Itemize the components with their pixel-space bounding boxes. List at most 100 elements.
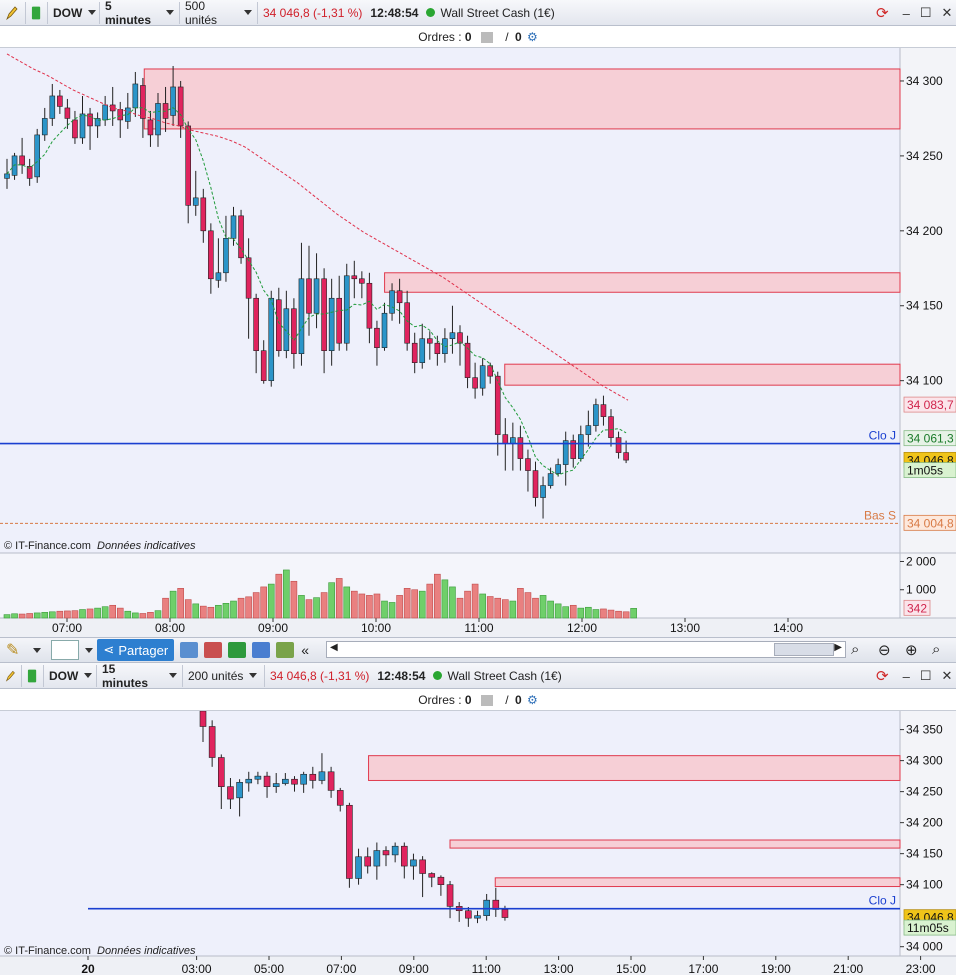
volume-bar xyxy=(328,582,335,619)
bullish-candle xyxy=(236,782,243,799)
bullish-candle xyxy=(34,134,41,178)
volume-bar xyxy=(64,610,71,619)
drawing-tool-icon[interactable]: ✎ xyxy=(6,642,20,659)
time-scrollbar[interactable]: ◀ ▶ xyxy=(326,641,846,658)
quote-display: 34 046,8 (-1,31 %) 12:48:54 Wall Street … xyxy=(258,2,560,24)
minimize-icon[interactable]: – xyxy=(902,5,910,21)
bearish-candle xyxy=(615,437,622,453)
bearish-candle xyxy=(147,119,154,136)
bearish-candle xyxy=(253,297,259,352)
units-selector[interactable]: 500 unités xyxy=(180,0,258,27)
x-tick-label: 23:00 xyxy=(906,962,936,975)
units-selector[interactable]: 200 unités xyxy=(183,664,265,687)
backtest-icon[interactable] xyxy=(276,642,295,658)
volume-bar xyxy=(275,573,283,619)
scroll-thumb[interactable] xyxy=(774,643,834,656)
timeframe-selector[interactable]: 5 minutes xyxy=(100,0,180,27)
timeframe-label: 15 minutes xyxy=(102,661,149,690)
top-price-chart: 34 300 34 250 34 200 34 150 34 100 Clo J Bas S… xyxy=(0,48,956,637)
minimize-icon[interactable]: – xyxy=(902,668,910,684)
volume-bar xyxy=(305,599,313,619)
pencil-tool-button[interactable] xyxy=(0,664,22,687)
x-tick-label: 14:00 xyxy=(773,621,803,635)
volume-bar xyxy=(607,609,615,619)
volume-bar xyxy=(237,597,245,619)
quote-time: 12:48:54 xyxy=(370,5,419,20)
alert-tool-button[interactable] xyxy=(22,664,44,687)
close-icon[interactable]: ✕ xyxy=(941,668,953,683)
symbol-selector[interactable]: DOW xyxy=(48,1,100,24)
volume-bar xyxy=(622,611,630,619)
bearish-candle xyxy=(419,859,426,874)
gear-icon[interactable]: ⚙ xyxy=(527,693,538,707)
copyright: © IT-Finance.com xyxy=(4,540,91,552)
price-badge-box xyxy=(903,396,956,413)
scroll-right-icon[interactable]: ▶ xyxy=(834,642,842,653)
y-tick-label: 34 150 xyxy=(906,299,943,313)
refresh-icon[interactable]: ⟳ xyxy=(876,668,889,685)
multi-chart-icon[interactable] xyxy=(252,642,271,658)
bullish-candle xyxy=(155,103,161,136)
gear-icon[interactable]: ⚙ xyxy=(527,30,538,44)
volume-bar xyxy=(630,608,637,619)
bearish-candle xyxy=(464,342,471,378)
chevron-down-icon[interactable] xyxy=(33,647,42,653)
flag-icon xyxy=(27,669,37,682)
volume-bar xyxy=(207,606,215,619)
countdown-badge: 1m05s xyxy=(907,464,943,478)
volume-bar xyxy=(343,586,351,619)
bearish-candle xyxy=(306,278,312,314)
volume-bar xyxy=(147,612,154,619)
share-icon: ⋖ xyxy=(103,642,115,657)
alert-tool-button[interactable] xyxy=(26,1,48,24)
bearish-candle xyxy=(140,85,146,119)
countdown-badge: 11m05s xyxy=(907,921,949,935)
refresh-icon[interactable]: ⟳ xyxy=(876,5,889,22)
order-book-icon[interactable] xyxy=(228,642,247,658)
resistance-zone xyxy=(143,68,901,130)
bullish-candle xyxy=(300,773,307,785)
bearish-candle xyxy=(117,109,124,121)
bottom-orders-bar: Ordres : 0 / 0 ⚙ xyxy=(0,689,956,711)
close-icon[interactable]: ✕ xyxy=(941,5,953,20)
bullish-candle xyxy=(585,425,592,435)
double-chevron-left-icon[interactable]: « xyxy=(301,642,309,658)
bullish-candle xyxy=(510,437,516,444)
y-tick-label: 34 100 xyxy=(906,374,943,388)
orders-label: Ordres : xyxy=(418,30,462,44)
zoom-out-icon[interactable]: ⊖ xyxy=(878,642,891,659)
y-tick-label: 34 200 xyxy=(906,816,943,830)
indicator-icon[interactable] xyxy=(51,640,80,660)
volume-bar xyxy=(200,605,207,619)
x-tick-label: 13:00 xyxy=(670,621,700,635)
volume-bar xyxy=(509,600,517,619)
bullish-candle xyxy=(391,845,399,856)
volume-bar xyxy=(94,607,101,619)
chat-icon[interactable] xyxy=(180,642,199,658)
chevron-down-icon xyxy=(88,10,97,15)
volume-bar xyxy=(109,604,116,619)
bearish-candle xyxy=(374,327,380,349)
volume-bar xyxy=(101,606,109,619)
volume-bar xyxy=(162,597,169,619)
resistance-zone xyxy=(384,272,901,293)
share-button[interactable]: ⋖ Partager xyxy=(97,639,175,661)
chevron-down-icon[interactable] xyxy=(85,647,94,653)
symbol-selector[interactable]: DOW xyxy=(44,664,97,687)
scroll-left-icon[interactable]: ◀ xyxy=(330,642,338,653)
maximize-icon[interactable]: ☐ xyxy=(919,5,932,20)
pencil-tool-button[interactable] xyxy=(0,1,26,24)
maximize-icon[interactable]: ☐ xyxy=(919,668,932,683)
bearish-candle xyxy=(72,119,78,139)
volume-bar xyxy=(494,597,502,619)
market-open-icon xyxy=(426,8,436,17)
orders-count-b: 0 xyxy=(514,693,522,707)
volume-bar xyxy=(169,590,177,619)
zoom-menu-icon[interactable]: ⌕ xyxy=(932,641,941,658)
zoom-fit-icon[interactable]: ⌕ xyxy=(851,641,860,658)
x-tick-label: 05:00 xyxy=(254,962,284,975)
zoom-in-icon[interactable]: ⊕ xyxy=(905,642,918,659)
bearish-candle xyxy=(200,197,207,232)
report-icon[interactable] xyxy=(204,642,223,658)
timeframe-selector[interactable]: 15 minutes xyxy=(97,661,183,690)
